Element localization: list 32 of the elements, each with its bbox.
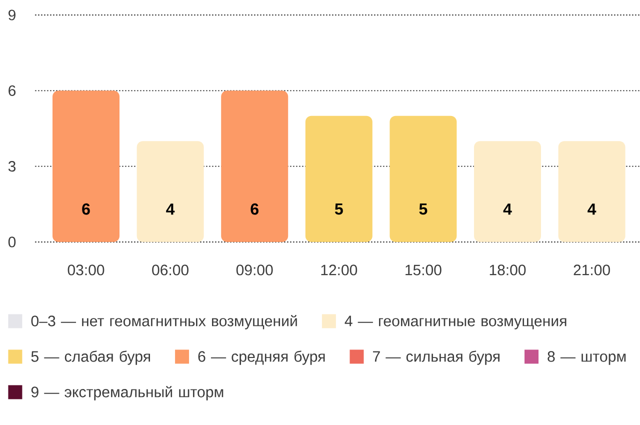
bar: [52, 90, 120, 242]
legend-label: 0–3 — нет геомагнитных возмущений: [31, 314, 297, 330]
bar: [305, 116, 372, 242]
legend-label: 9 — экстремальный шторм: [31, 386, 224, 400]
bar: [221, 90, 288, 242]
bar: [390, 116, 457, 242]
data-label: 4: [166, 204, 175, 215]
data-label: 4: [588, 204, 596, 215]
x-tick-label: 21:00: [574, 264, 610, 276]
x-tick-label: 03:00: [68, 264, 104, 276]
data-label: 5: [334, 203, 343, 215]
data-label: 6: [82, 203, 90, 215]
bar: [136, 141, 204, 242]
y-tick-label: 0: [8, 236, 16, 248]
x-tick-label: 06:00: [152, 264, 188, 276]
y-tick-label: 3: [8, 161, 16, 172]
legend-label: 7 — сильная буря: [373, 350, 500, 365]
legend-label: 5 — слабая буря: [31, 350, 150, 365]
x-tick-label: 18:00: [490, 264, 526, 276]
bar: [558, 141, 626, 242]
bar: [474, 141, 541, 242]
y-tick-label: 6: [8, 85, 16, 96]
legend-label: 4 — геомагнитные возмущения: [344, 316, 566, 330]
legend-label: 6 — средняя буря: [198, 350, 325, 365]
data-label: 5: [419, 203, 428, 215]
x-tick-label: 12:00: [321, 264, 358, 276]
data-label: 4: [503, 204, 512, 215]
data-label: 6: [250, 203, 258, 215]
x-tick-label: 09:00: [236, 264, 273, 276]
y-tick-label: 9: [8, 10, 16, 20]
legend-label: 8 — шторм: [548, 351, 626, 365]
x-tick-label: 15:00: [406, 264, 442, 276]
